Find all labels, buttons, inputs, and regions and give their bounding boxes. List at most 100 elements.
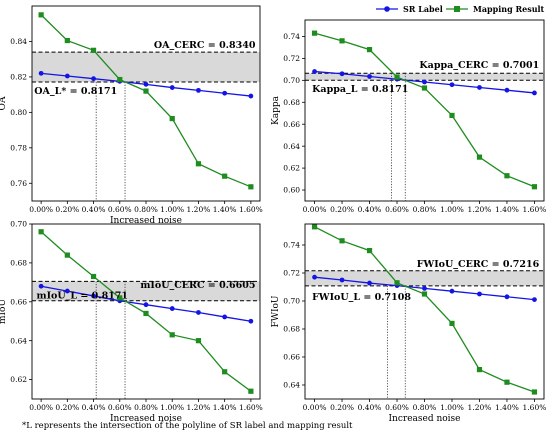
sr-label-point bbox=[169, 85, 175, 90]
mapping-result-point bbox=[117, 76, 123, 83]
mapping-result-point bbox=[169, 115, 175, 122]
mapping-result-point bbox=[195, 161, 202, 167]
sr-label-point bbox=[169, 306, 175, 311]
x-tick-label: 0.80% bbox=[134, 403, 158, 412]
l-annotation: Kappa_L = 0.8171 bbox=[312, 84, 408, 95]
y-tick-label: 0.76 bbox=[10, 179, 27, 188]
x-axis-label: Increased noise bbox=[110, 414, 182, 424]
mapping-result-point bbox=[169, 332, 175, 338]
mapping-result-point bbox=[64, 37, 70, 44]
y-tick-label: 0.62 bbox=[10, 375, 27, 384]
y-tick-label: 0.84 bbox=[10, 37, 27, 46]
l-annotation: FWIoU_L = 0.7108 bbox=[312, 292, 411, 303]
y-tick-label: 0.66 bbox=[10, 297, 27, 306]
y-tick-label: 0.66 bbox=[283, 120, 300, 129]
chart-panel-miou: 0.00% 0.20% 0.40% 0.60% 0.80% 1.00% 1.20% 1.40%… bbox=[0, 220, 263, 424]
y-tick-label: 0.70 bbox=[10, 220, 27, 229]
sr-label-point bbox=[143, 302, 149, 308]
x-tick-label: 0.00% bbox=[303, 205, 327, 214]
x-tick-label: 1.00% bbox=[160, 403, 184, 412]
y-tick-label: 0.82 bbox=[10, 73, 27, 82]
sr-label-point bbox=[248, 93, 254, 99]
sr-label-point bbox=[64, 73, 70, 79]
legend-sr-label: SR Label bbox=[403, 4, 443, 14]
x-tick-label: 0.80% bbox=[413, 403, 437, 412]
y-tick-label: 0.68 bbox=[283, 325, 300, 334]
mapping-result-point bbox=[90, 47, 97, 53]
x-tick-label: 1.00% bbox=[160, 205, 184, 214]
x-tick-label: 1.40% bbox=[213, 403, 237, 412]
x-tick-label: 1.20% bbox=[187, 205, 211, 214]
y-tick-label: 0.72 bbox=[283, 54, 300, 63]
y-tick-label: 0.74 bbox=[283, 241, 300, 250]
mapping-result-point bbox=[421, 291, 428, 297]
y-tick-label: 0.70 bbox=[283, 76, 300, 85]
sr-label-point bbox=[532, 297, 537, 302]
x-tick-label: 1.40% bbox=[495, 403, 519, 412]
sr-label-point bbox=[222, 314, 228, 320]
chart-panel-fwiou: 0.00% 0.20% 0.40% 0.60% 0.80% 1.00% 1.20% 1.40%… bbox=[271, 223, 546, 424]
sr-label-point bbox=[422, 79, 427, 85]
y-tick-label: 0.68 bbox=[10, 258, 27, 267]
x-tick-label: 0.20% bbox=[330, 403, 354, 412]
x-tick-label: 1.60% bbox=[239, 205, 263, 214]
mapping-result-point bbox=[311, 224, 318, 230]
mapping-result-point bbox=[366, 248, 373, 254]
mapping-result-point bbox=[504, 173, 510, 179]
mapping-result-point bbox=[117, 295, 123, 301]
sr-label-point bbox=[367, 74, 372, 79]
mapping-result-point bbox=[476, 367, 483, 373]
mapping-result-point bbox=[531, 389, 538, 395]
x-tick-label: 1.00% bbox=[440, 205, 464, 214]
sr-label-point bbox=[422, 286, 427, 291]
sr-label-point bbox=[38, 283, 44, 289]
cerc-annotation: FWIoU_CERC = 0.7216 bbox=[417, 259, 540, 270]
x-axis-label: Increased noise bbox=[389, 414, 461, 424]
x-tick-label: 0.20% bbox=[55, 205, 79, 214]
y-tick-label: 0.64 bbox=[283, 142, 300, 151]
sr-label-point bbox=[143, 81, 149, 87]
sr-label-point bbox=[477, 85, 482, 90]
mapping-result-line bbox=[314, 226, 535, 393]
mapping-result-point bbox=[90, 273, 97, 280]
mapping-result-point bbox=[195, 338, 202, 344]
legend: SR Label Mapping Result bbox=[376, 4, 545, 14]
mapping-result-point bbox=[143, 310, 149, 317]
y-axis-label: OA bbox=[0, 96, 8, 110]
mapping-result-point bbox=[248, 184, 254, 190]
footnote: *L represents the intersection of the po… bbox=[22, 421, 353, 431]
sr-label-point bbox=[449, 288, 455, 294]
sr-label-point bbox=[38, 70, 44, 76]
x-tick-label: 0.40% bbox=[82, 403, 106, 412]
sr-label-point bbox=[339, 277, 345, 283]
x-axis-label: Increased noise bbox=[110, 216, 182, 226]
legend-sr-marker bbox=[384, 6, 390, 12]
sr-label-point bbox=[64, 288, 70, 294]
mapping-result-point bbox=[38, 12, 44, 18]
sr-label-point bbox=[196, 310, 201, 315]
mapping-result-point bbox=[64, 252, 70, 258]
y-axis-label: FWIoU bbox=[271, 295, 281, 327]
mapping-result-point bbox=[248, 388, 254, 394]
mapping-result-point bbox=[339, 238, 345, 244]
l-annotation: OA_L* = 0.8171 bbox=[34, 86, 117, 97]
x-tick-label: 0.60% bbox=[108, 205, 132, 214]
legend-mapping-label: Mapping Result bbox=[473, 4, 545, 14]
x-tick-label: 0.60% bbox=[385, 403, 409, 412]
equivalence-band bbox=[32, 52, 260, 83]
l-annotation: mIoU_L = 0.8171 bbox=[37, 290, 128, 301]
mapping-result-point bbox=[394, 74, 400, 80]
mapping-result-point bbox=[421, 85, 428, 91]
sr-label-point bbox=[312, 274, 317, 280]
x-tick-label: 0.60% bbox=[385, 205, 409, 214]
mapping-result-point bbox=[222, 173, 228, 179]
x-tick-label: 0.80% bbox=[413, 205, 437, 214]
cerc-annotation: mIoU_CERC = 0.6605 bbox=[140, 280, 255, 291]
y-tick-label: 0.72 bbox=[283, 269, 300, 278]
panels: 0.00% 0.20% 0.40% 0.60% 0.80% 1.00% 1.20% 1.40%… bbox=[0, 5, 546, 424]
x-tick-label: 1.20% bbox=[187, 403, 211, 412]
x-tick-label: 1.20% bbox=[468, 205, 492, 214]
chart-panel-oa: 0.00% 0.20% 0.40% 0.60% 0.80% 1.00% 1.20% 1.40%… bbox=[0, 5, 263, 226]
y-axis-label: Kappa bbox=[271, 95, 281, 125]
